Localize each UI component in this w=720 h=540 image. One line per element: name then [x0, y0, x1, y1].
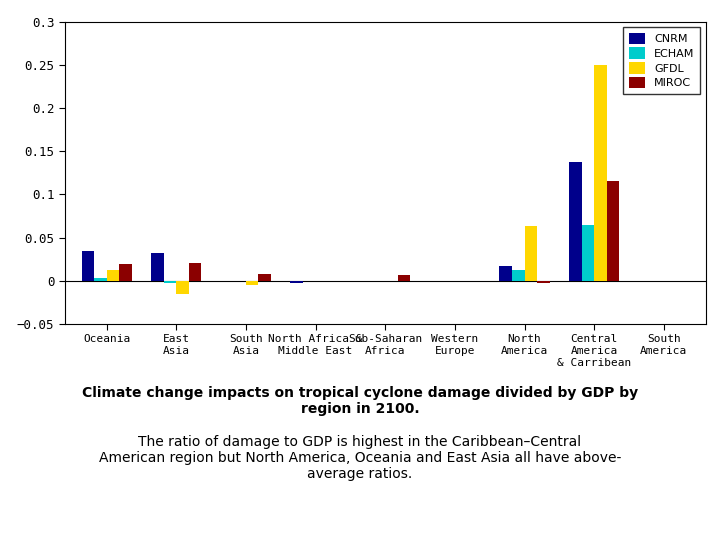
Legend: CNRM, ECHAM, GFDL, MIROC: CNRM, ECHAM, GFDL, MIROC [623, 27, 700, 94]
Bar [189, 262, 202, 281]
Bar [512, 269, 524, 281]
Bar [258, 274, 271, 281]
Bar [107, 271, 119, 281]
Bar [582, 225, 594, 281]
Bar [569, 161, 582, 281]
Text: Climate change impacts on tropical cyclone damage divided by GDP by
region in 21: Climate change impacts on tropical cyclo… [82, 386, 638, 416]
Bar [94, 278, 107, 281]
Bar [81, 251, 94, 281]
Bar [246, 281, 258, 285]
Bar [607, 181, 619, 281]
Bar [163, 281, 176, 284]
Bar [500, 266, 512, 281]
Bar [594, 65, 607, 281]
Bar [524, 226, 537, 281]
Bar [151, 253, 163, 281]
Bar [397, 275, 410, 281]
Text: The ratio of damage to GDP is highest in the Caribbean–Central
American region b: The ratio of damage to GDP is highest in… [99, 435, 621, 481]
Bar [537, 281, 549, 284]
Bar [176, 281, 189, 294]
Bar [290, 281, 303, 282]
Bar [119, 264, 132, 281]
